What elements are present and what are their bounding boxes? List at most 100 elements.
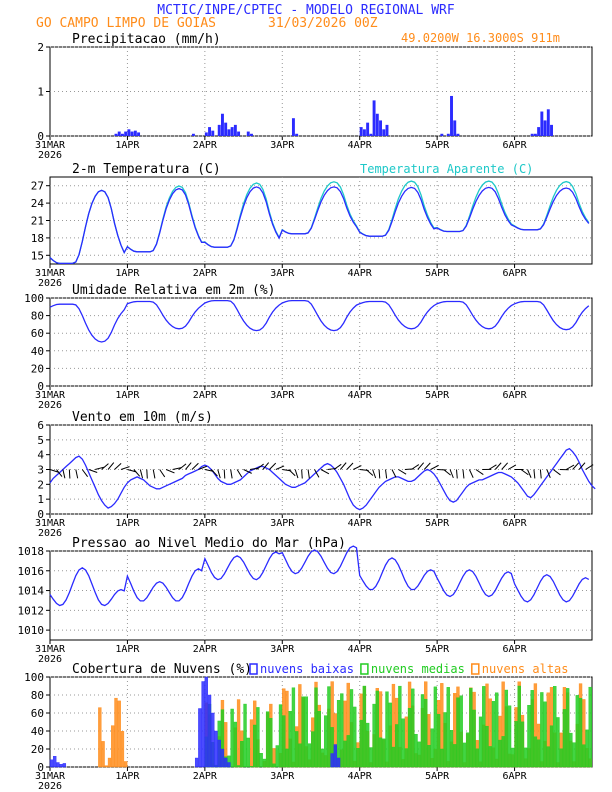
cloud-bar <box>543 701 547 768</box>
cloud-bar <box>401 718 405 768</box>
wind-arrow <box>314 469 320 478</box>
x-tick-label: 2APR <box>193 644 218 655</box>
cloud-bar <box>246 737 250 768</box>
x-tick-label: 3APR <box>270 390 295 401</box>
legend-label: nuvens medias <box>371 662 465 676</box>
wind-arrow <box>159 469 166 478</box>
precip-bar <box>540 111 544 136</box>
x-tick-label: 4APR <box>348 518 373 529</box>
wind-arrow <box>288 469 296 477</box>
x-tick-label: 2APR <box>193 390 218 401</box>
wind-arrow <box>339 462 347 470</box>
cloud-bar <box>462 742 467 768</box>
wind-arrow <box>185 462 192 470</box>
y-tick-label: 100 <box>24 671 44 684</box>
panel-title-secondary: Temperatura Aparente (C) <box>360 162 533 176</box>
cloud-bar <box>194 757 199 768</box>
wind-arrow <box>275 465 285 470</box>
panel-title: Cobertura de Nuvens (%) <box>72 662 252 677</box>
cloud-bar <box>117 700 121 768</box>
y-tick-label: 40 <box>31 345 44 358</box>
precip-bar <box>359 127 363 136</box>
wind-arrow <box>443 469 451 476</box>
wind-arrow <box>507 464 517 470</box>
cloud-bar <box>449 730 454 768</box>
cloud-bar <box>349 689 354 768</box>
cloud-bar <box>491 701 496 768</box>
precip-bar <box>208 127 212 136</box>
cloud-bar <box>362 685 367 768</box>
cloud-bar <box>259 753 263 768</box>
cloud-bar <box>559 748 563 768</box>
x-tick-label: 4APR <box>348 390 373 401</box>
cloud-bar <box>307 743 312 768</box>
cloud-bar <box>236 699 241 768</box>
precip-bar <box>133 130 137 136</box>
x-tick-sublabel: 2026 <box>38 278 62 289</box>
cloud-bar <box>572 742 576 768</box>
cloud-bar <box>546 746 550 768</box>
x-tick-label: 31MAR <box>35 268 66 279</box>
cloud-bar <box>478 716 483 768</box>
x-tick-label: 2APR <box>193 518 218 529</box>
cloud-bar <box>336 700 341 768</box>
precip-bar <box>537 127 541 136</box>
wind-arrow <box>262 462 270 470</box>
wind-arrow <box>191 462 199 470</box>
x-tick-label: 2APR <box>193 140 218 151</box>
wind-arrow <box>75 469 79 479</box>
precip-bar <box>237 131 241 136</box>
wind-arrow <box>62 469 66 479</box>
wind-arrow <box>449 469 454 479</box>
cloud-bar <box>224 757 228 768</box>
y-tick-label: 1016 <box>18 565 45 578</box>
cloud-bar <box>217 739 221 768</box>
precip-bar <box>530 133 534 136</box>
cloud-bar <box>372 703 376 768</box>
cloud-bar <box>562 709 567 768</box>
precip-bar <box>375 113 379 136</box>
cloud-bar <box>336 757 341 768</box>
cloud-bar <box>207 694 212 768</box>
cloud-bar <box>375 690 379 768</box>
precip-bar <box>246 131 250 136</box>
cloud-bar <box>536 739 541 768</box>
y-tick-label: 0 <box>37 380 44 393</box>
wind-arrow <box>320 469 330 475</box>
wind-arrow <box>230 469 233 479</box>
cloud-bar <box>443 712 447 768</box>
run-time-label: 31/03/2026 00Z <box>268 16 378 31</box>
wind-arrow <box>353 465 362 470</box>
cloud-bar <box>356 748 360 768</box>
wind-arrow <box>462 469 465 479</box>
wind-arrow <box>533 469 536 479</box>
y-tick-label: 0 <box>37 508 44 521</box>
cloud-bar <box>101 741 105 768</box>
x-tick-label: 3APR <box>270 268 295 279</box>
cloud-bar <box>282 715 286 768</box>
cloud-bar <box>275 745 279 768</box>
cloud-bar <box>391 746 396 768</box>
x-tick-label: 6APR <box>503 644 528 655</box>
x-tick-sublabel: 2026 <box>38 654 62 665</box>
wind-arrow <box>520 469 529 476</box>
x-tick-label: 1APR <box>115 518 140 529</box>
precip-bar <box>543 120 547 136</box>
precip-bar <box>379 120 382 136</box>
y-tick-label: 100 <box>24 292 44 305</box>
cloud-bar <box>324 715 328 768</box>
x-tick-label: 5APR <box>425 140 450 151</box>
wind-arrow <box>468 469 474 478</box>
wind-arrow <box>378 469 381 479</box>
cloud-bar <box>243 703 247 768</box>
panel-title: 2-m Temperatura (C) <box>72 162 221 177</box>
wind-arrow <box>172 467 182 470</box>
precip-bar <box>295 133 299 136</box>
wind-arrow <box>539 469 542 479</box>
precip-bar <box>191 133 195 136</box>
cloud-bar <box>278 704 283 768</box>
